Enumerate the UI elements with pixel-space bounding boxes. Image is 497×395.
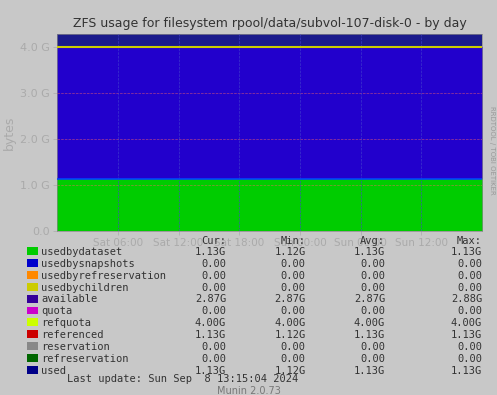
Text: 0.00: 0.00 [457,271,482,281]
Text: Munin 2.0.73: Munin 2.0.73 [217,386,280,395]
Text: 1.13G: 1.13G [195,247,226,257]
Text: 1.12G: 1.12G [274,330,306,340]
Text: reservation: reservation [41,342,110,352]
Text: 0.00: 0.00 [360,282,385,293]
Text: usedbydataset: usedbydataset [41,247,122,257]
Text: quota: quota [41,306,73,316]
Text: 0.00: 0.00 [201,282,226,293]
Text: 1.13G: 1.13G [354,365,385,376]
Title: ZFS usage for filesystem rpool/data/subvol-107-disk-0 - by day: ZFS usage for filesystem rpool/data/subv… [73,17,467,30]
Text: 1.13G: 1.13G [451,247,482,257]
Text: 4.00G: 4.00G [354,318,385,328]
Text: Last update: Sun Sep  8 13:15:04 2024: Last update: Sun Sep 8 13:15:04 2024 [67,374,298,384]
Text: 0.00: 0.00 [201,342,226,352]
Text: Avg:: Avg: [360,236,385,246]
Text: 4.00G: 4.00G [451,318,482,328]
Text: 0.00: 0.00 [201,271,226,281]
Text: usedbysnapshots: usedbysnapshots [41,259,135,269]
Text: 2.88G: 2.88G [451,294,482,305]
Text: 0.00: 0.00 [201,259,226,269]
Text: 0.00: 0.00 [457,259,482,269]
Text: 2.87G: 2.87G [274,294,306,305]
Text: 2.87G: 2.87G [195,294,226,305]
Text: 0.00: 0.00 [360,271,385,281]
Text: 1.13G: 1.13G [195,330,226,340]
Text: 0.00: 0.00 [457,354,482,364]
Text: usedbychildren: usedbychildren [41,282,129,293]
Text: 0.00: 0.00 [457,342,482,352]
Text: 2.87G: 2.87G [354,294,385,305]
Text: 0.00: 0.00 [281,271,306,281]
Text: 0.00: 0.00 [360,342,385,352]
Text: 0.00: 0.00 [281,342,306,352]
Y-axis label: bytes: bytes [3,115,16,150]
Text: 0.00: 0.00 [281,306,306,316]
Text: 0.00: 0.00 [281,282,306,293]
Text: referenced: referenced [41,330,104,340]
Text: usedbyrefreservation: usedbyrefreservation [41,271,166,281]
Text: 0.00: 0.00 [457,306,482,316]
Text: Cur:: Cur: [201,236,226,246]
Text: 0.00: 0.00 [201,354,226,364]
Text: Min:: Min: [281,236,306,246]
Text: 1.13G: 1.13G [451,365,482,376]
Text: 4.00G: 4.00G [274,318,306,328]
Text: 4.00G: 4.00G [195,318,226,328]
Text: 0.00: 0.00 [360,306,385,316]
Text: refquota: refquota [41,318,91,328]
Text: 0.00: 0.00 [281,354,306,364]
Text: used: used [41,365,66,376]
Text: 1.12G: 1.12G [274,247,306,257]
Text: 1.13G: 1.13G [195,365,226,376]
Text: refreservation: refreservation [41,354,129,364]
Text: 1.13G: 1.13G [354,330,385,340]
Text: 1.13G: 1.13G [451,330,482,340]
Text: 1.12G: 1.12G [274,365,306,376]
Text: available: available [41,294,97,305]
Text: 0.00: 0.00 [201,306,226,316]
Text: 0.00: 0.00 [360,354,385,364]
Text: 0.00: 0.00 [360,259,385,269]
Text: 0.00: 0.00 [457,282,482,293]
Text: Max:: Max: [457,236,482,246]
Text: 0.00: 0.00 [281,259,306,269]
Text: RRDTOOL / TOBI OETIKER: RRDTOOL / TOBI OETIKER [489,106,495,194]
Text: 1.13G: 1.13G [354,247,385,257]
